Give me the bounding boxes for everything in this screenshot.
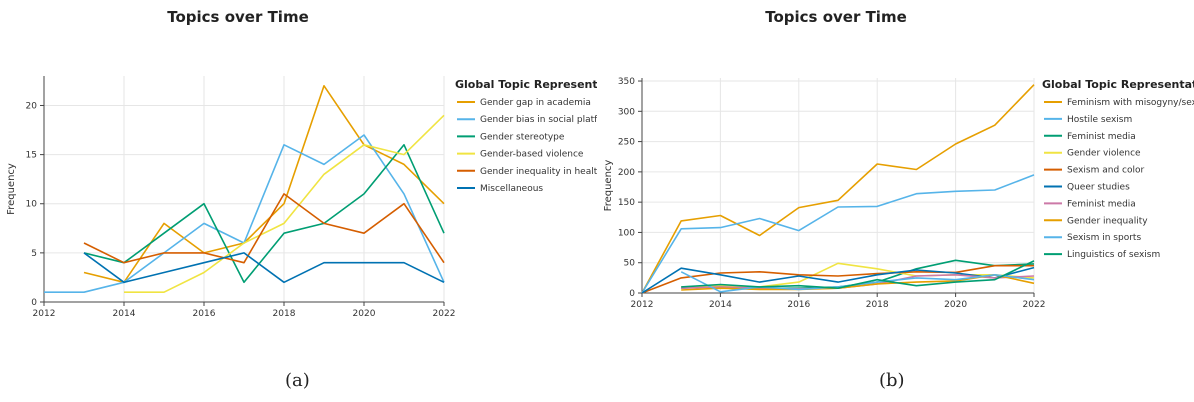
legend-title: Global Topic Representation bbox=[455, 78, 597, 91]
y-axis-label: Frequency bbox=[6, 163, 17, 215]
y-tick-label: 100 bbox=[618, 228, 635, 238]
x-tick-label: 2018 bbox=[866, 300, 889, 310]
legend-label-2: Gender bias in social platforms bbox=[480, 115, 597, 125]
x-tick-label: 2020 bbox=[353, 309, 376, 319]
legend-label-9: Sexism in sports bbox=[1067, 233, 1141, 243]
x-tick-label: 2014 bbox=[709, 300, 732, 310]
series-line-1 bbox=[641, 84, 1035, 294]
caption-a: (a) bbox=[285, 370, 310, 391]
legend-label-2: Hostile sexism bbox=[1067, 115, 1132, 125]
legend-label-3: Feminist media bbox=[1067, 132, 1136, 142]
legend-label-3: Gender stereotype bbox=[480, 132, 565, 142]
x-tick-label: 2018 bbox=[273, 309, 296, 319]
x-tick-label: 2012 bbox=[33, 309, 56, 319]
y-tick-label: 0 bbox=[629, 289, 635, 299]
series-line-4 bbox=[124, 114, 445, 294]
y-tick-label: 200 bbox=[618, 168, 635, 178]
x-tick-label: 2022 bbox=[1023, 300, 1046, 310]
chart-a-svg: Topics over Time 2012 2014 2016 2018 2020 2022… bbox=[6, 8, 597, 319]
y-axis-label: Frequency bbox=[603, 160, 614, 212]
y-tick-label: 20 bbox=[26, 101, 38, 111]
series-line-6 bbox=[83, 252, 445, 284]
series-line-5 bbox=[83, 193, 445, 264]
x-tick-label: 2016 bbox=[193, 309, 216, 319]
chart-title: Topics over Time bbox=[765, 8, 907, 26]
x-tick-label: 2016 bbox=[787, 300, 810, 310]
chart-panel-a: Topics over Time 2012 2014 2016 2018 2020 2022… bbox=[6, 8, 597, 391]
series-line-10 bbox=[681, 260, 1035, 290]
y-tick-label: 250 bbox=[618, 138, 635, 148]
y-tick-label: 50 bbox=[624, 259, 636, 269]
chart-panel-b: Topics over Time 2012 2014 2016 2018 2020 2022… bbox=[597, 0, 1194, 402]
x-tick-label: 2022 bbox=[433, 309, 456, 319]
series-line-1 bbox=[83, 85, 445, 284]
y-tick-label: 0 bbox=[31, 298, 37, 308]
series-line-2 bbox=[641, 174, 1035, 294]
series-line-5 bbox=[641, 264, 1034, 294]
legend-label-7: Feminist media bbox=[1067, 199, 1136, 209]
x-tick-label: 2012 bbox=[631, 300, 654, 310]
series-line-2 bbox=[44, 134, 445, 294]
y-tick-label: 350 bbox=[618, 77, 635, 87]
legend-label-1: Gender gap in academia bbox=[480, 98, 591, 108]
legend-label-6: Miscellaneous bbox=[480, 184, 543, 194]
legend-label-5: Gender inequality in health bbox=[480, 167, 597, 177]
chart-title: Topics over Time bbox=[167, 8, 309, 26]
chart-b-svg: Topics over Time 2012 2014 2016 2018 2020 2022… bbox=[603, 8, 1194, 310]
x-tick-label: 2014 bbox=[113, 309, 136, 319]
x-tick-label: 2020 bbox=[944, 300, 967, 310]
legend-label-1: Feminism with misogyny/sexism bbox=[1067, 98, 1194, 108]
legend-label-6: Queer studies bbox=[1067, 183, 1130, 193]
series-line-6 bbox=[641, 266, 1035, 294]
legend-label-4: Gender violence bbox=[1067, 149, 1141, 159]
series-line-3 bbox=[83, 144, 445, 284]
caption-b: (b) bbox=[879, 370, 905, 391]
y-tick-label: 300 bbox=[618, 107, 635, 117]
legend-title: Global Topic Representation bbox=[1042, 78, 1194, 91]
legend-label-10: Linguistics of sexism bbox=[1067, 250, 1160, 260]
legend-label-4: Gender-based violence bbox=[480, 150, 584, 160]
y-tick-label: 5 bbox=[31, 249, 37, 259]
y-tick-label: 10 bbox=[26, 200, 38, 210]
legend-label-8: Gender inequality bbox=[1067, 216, 1148, 226]
y-tick-label: 150 bbox=[618, 198, 635, 208]
legend-label-5: Sexism and color bbox=[1067, 166, 1144, 176]
y-tick-label: 15 bbox=[26, 151, 37, 161]
